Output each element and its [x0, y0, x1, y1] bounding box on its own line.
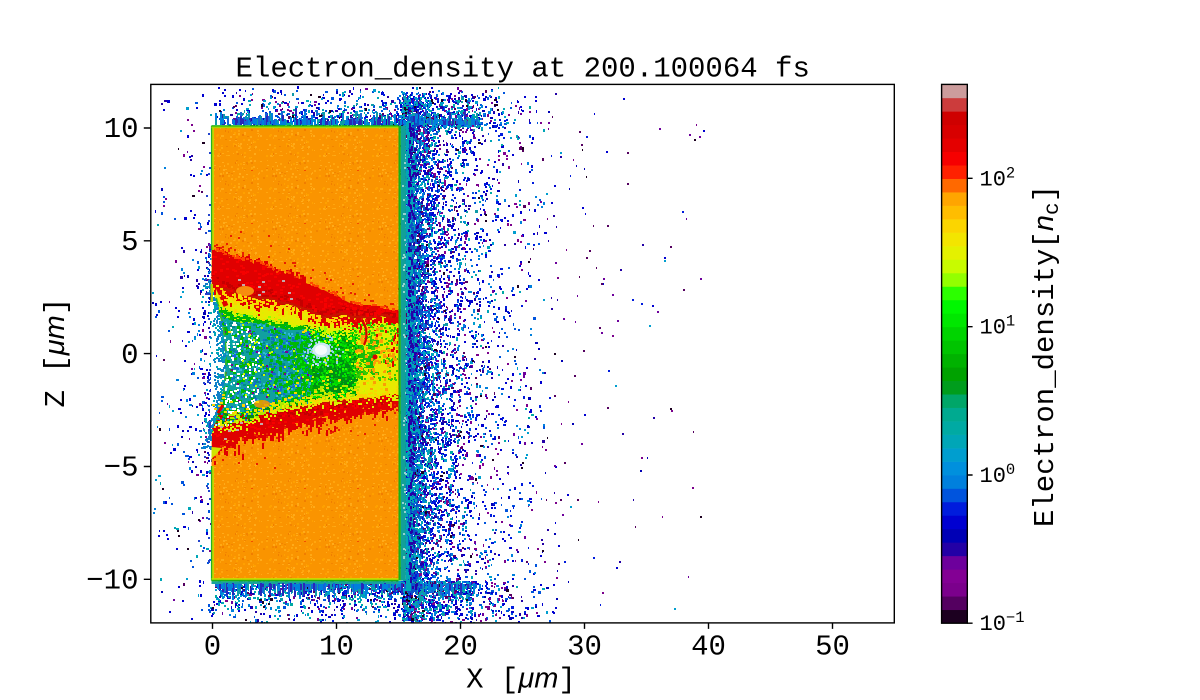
svg-text:0: 0	[121, 339, 138, 372]
svg-text:0: 0	[204, 631, 221, 664]
svg-text:Electron_density[nc]: Electron_density[nc]	[1028, 185, 1065, 527]
svg-text:5: 5	[121, 226, 138, 259]
svg-text:Electron_density at 200.100064: Electron_density at 200.100064 fs	[236, 53, 810, 86]
svg-text:30: 30	[567, 631, 602, 664]
svg-text:10: 10	[319, 631, 354, 664]
svg-text:50: 50	[815, 631, 850, 664]
svg-text:40: 40	[691, 631, 726, 664]
svg-text:Z [μm]: Z [μm]	[39, 298, 73, 408]
svg-text:−5: −5	[104, 452, 139, 485]
svg-text:10: 10	[104, 113, 139, 146]
svg-text:−10: −10	[86, 565, 138, 598]
svg-text:20: 20	[443, 631, 478, 664]
svg-text:X [μm]: X [μm]	[466, 663, 576, 697]
